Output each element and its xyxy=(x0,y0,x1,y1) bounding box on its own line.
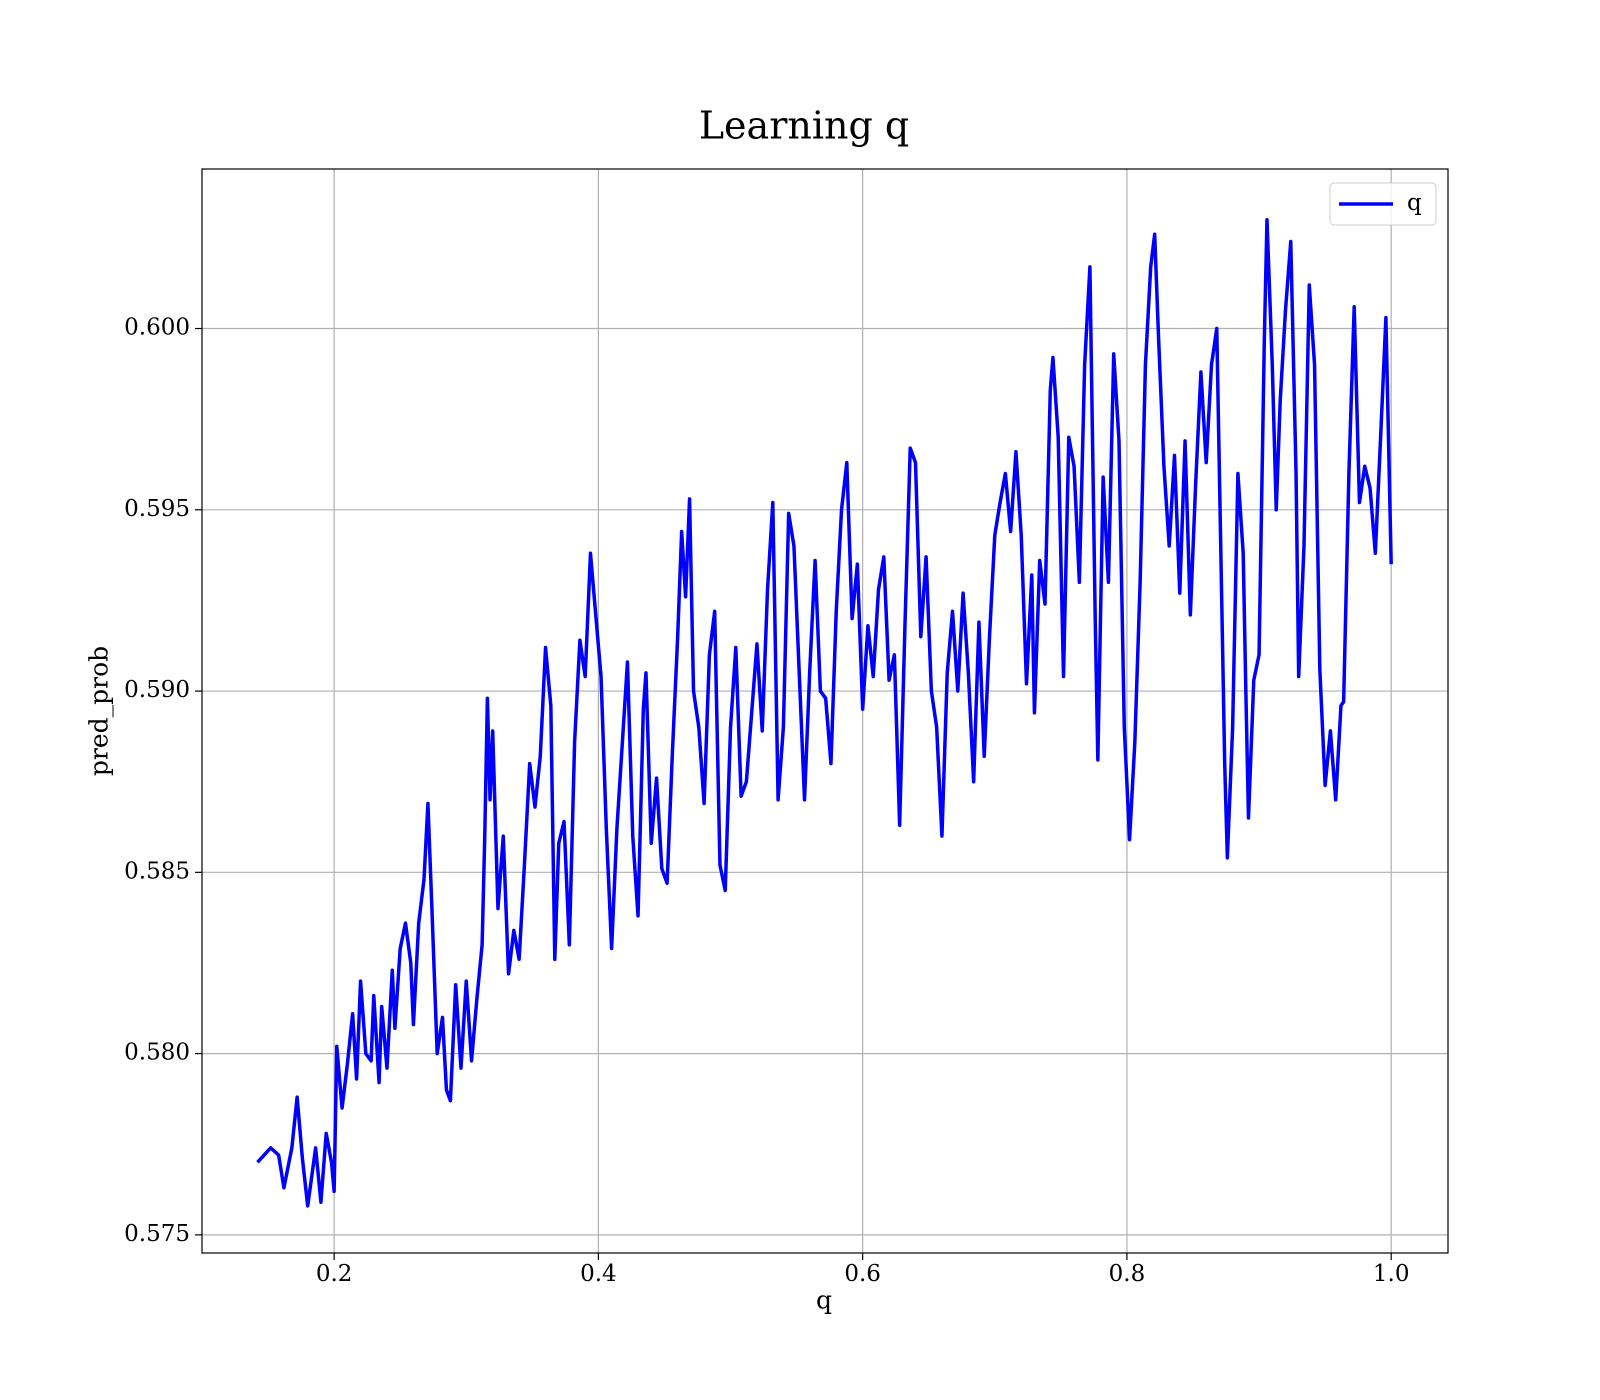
y-axis-label: pred_prob xyxy=(85,646,114,776)
x-tick-label: 1.0 xyxy=(1373,1261,1410,1287)
x-tick-label: 0.2 xyxy=(316,1261,353,1287)
chart-title: Learning q xyxy=(699,104,909,148)
y-tick-label: 0.580 xyxy=(124,1040,190,1066)
y-tick-label: 0.575 xyxy=(124,1221,190,1247)
y-tick-label: 0.590 xyxy=(124,677,190,703)
y-tick-label: 0.600 xyxy=(124,315,190,341)
legend-label: q xyxy=(1407,190,1422,216)
y-tick-label: 0.585 xyxy=(124,858,190,884)
line-series xyxy=(256,218,1393,1208)
plot-frame xyxy=(201,168,1449,1254)
x-tick-label: 0.8 xyxy=(1109,1261,1146,1287)
x-axis-label: q xyxy=(816,1286,832,1315)
y-tick-label: 0.595 xyxy=(124,496,190,522)
x-tick-label: 0.6 xyxy=(844,1261,881,1287)
x-tick-label: 0.4 xyxy=(580,1261,617,1287)
